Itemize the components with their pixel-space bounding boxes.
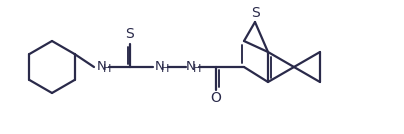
Text: S: S xyxy=(250,6,259,20)
Text: H: H xyxy=(103,64,111,74)
Text: H: H xyxy=(161,64,169,74)
Text: H: H xyxy=(193,64,201,74)
Text: S: S xyxy=(126,27,135,41)
Text: O: O xyxy=(210,91,221,105)
Text: N: N xyxy=(97,59,107,72)
Text: N: N xyxy=(186,59,196,72)
Text: N: N xyxy=(155,59,165,72)
